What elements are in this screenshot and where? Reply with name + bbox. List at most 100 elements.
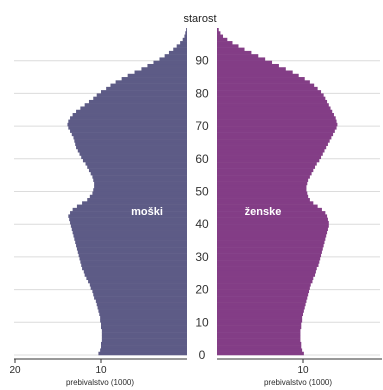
male-bar: [159, 57, 187, 61]
male-series-label: moški: [131, 206, 163, 218]
female-bar: [217, 319, 303, 323]
male-bar: [81, 155, 187, 160]
female-bar: [217, 299, 307, 303]
male-bar: [76, 204, 187, 209]
female-bar: [217, 162, 317, 166]
female-bar: [217, 37, 228, 42]
female-bar: [217, 178, 309, 182]
female-bar: [217, 155, 322, 160]
female-bar: [217, 171, 312, 176]
male-bar: [89, 194, 187, 199]
male-bar: [101, 332, 187, 336]
female-bar: [217, 269, 316, 274]
male-bar: [72, 230, 187, 235]
male-bar: [86, 276, 187, 281]
male-bar: [96, 302, 187, 307]
male-bar: [182, 37, 187, 42]
female-bar: [217, 77, 305, 81]
female-bar: [217, 345, 302, 349]
male-bar: [184, 34, 187, 39]
age-tick-label: 10: [195, 315, 209, 329]
female-bar: [217, 31, 221, 35]
male-bar: [94, 296, 187, 300]
female-bar: [217, 44, 239, 48]
female-bar: [217, 341, 302, 346]
female-bar: [217, 73, 299, 78]
male-bar: [121, 77, 187, 81]
female-bar: [217, 302, 306, 307]
female-bar: [217, 28, 219, 32]
female-bar: [217, 113, 334, 117]
male-bar: [185, 31, 187, 35]
male-bar: [93, 292, 187, 297]
female-bar: [217, 207, 322, 212]
female-bar: [217, 126, 337, 130]
female-bar: [217, 119, 337, 124]
male-bar: [88, 168, 187, 173]
female-bar: [217, 165, 316, 169]
male-bar: [93, 188, 187, 192]
male-bar: [95, 299, 187, 303]
male-bar: [176, 44, 187, 48]
female-bar: [217, 116, 336, 120]
male-bar: [92, 191, 187, 196]
female-bar: [217, 243, 324, 248]
female-bar: [217, 224, 329, 228]
female-bar: [217, 109, 333, 114]
female-bar: [217, 135, 332, 140]
female-series-label: ženske: [245, 206, 282, 218]
female-bar: [217, 260, 320, 264]
female-bar: [217, 60, 273, 65]
female-bar: [217, 273, 316, 277]
age-tick-label: 0: [199, 348, 206, 362]
male-bar: [164, 54, 187, 58]
male-bar: [72, 207, 187, 212]
female-bar: [217, 332, 301, 336]
female-bar: [217, 263, 319, 267]
female-bar: [217, 266, 317, 271]
female-bar: [217, 234, 327, 238]
age-tick-label: 90: [195, 54, 209, 68]
female-bar: [217, 41, 233, 45]
male-bar: [77, 148, 187, 153]
male-bar: [87, 165, 187, 169]
male-bar: [147, 63, 187, 68]
male-bar: [71, 132, 187, 137]
male-bar: [78, 253, 187, 258]
male-bar: [101, 338, 187, 343]
male-bar: [98, 351, 187, 356]
male-bar: [76, 145, 187, 150]
female-bar: [217, 309, 304, 313]
male-bar: [173, 47, 187, 52]
male-bar: [76, 109, 187, 114]
age-tick-label: 50: [195, 185, 209, 199]
male-bar: [180, 41, 187, 45]
male-bar: [93, 178, 187, 182]
male-bar: [88, 99, 187, 104]
female-bar: [217, 86, 318, 91]
age-axis-title: starost: [183, 13, 216, 25]
male-bar: [68, 119, 187, 124]
female-bar: [217, 57, 266, 61]
female-bar: [217, 93, 324, 97]
age-tick-label: 80: [195, 86, 209, 100]
female-bar: [217, 194, 309, 199]
age-axis: 0 10 20 30 40 50 60 70 80 90: [195, 54, 209, 362]
female-bar: [217, 148, 325, 153]
female-bar: [217, 237, 326, 241]
female-bar: [217, 63, 279, 68]
female-bar: [217, 47, 245, 52]
female-bar: [217, 240, 325, 245]
female-bar: [217, 129, 335, 133]
female-bar: [217, 99, 328, 104]
male-bar: [72, 113, 187, 117]
female-bar: [217, 80, 310, 84]
age-tick-label: 70: [195, 119, 209, 133]
female-bars: [217, 28, 338, 356]
female-bar: [217, 286, 310, 290]
female-bar: [217, 198, 310, 202]
female-bar: [217, 191, 308, 196]
male-bar: [76, 247, 187, 251]
male-bar: [90, 171, 187, 176]
female-bar: [217, 292, 309, 297]
